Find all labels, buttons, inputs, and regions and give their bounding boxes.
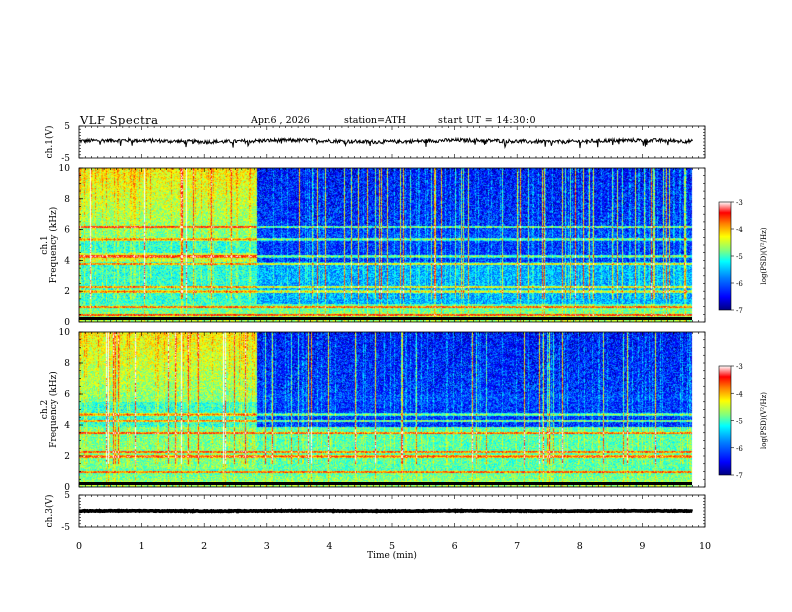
x-tick-label: 1 xyxy=(139,541,145,552)
spectrogram-ch2-zero-band xyxy=(79,482,692,485)
y-tick-label: 2 xyxy=(64,452,70,462)
x-tick-label: 6 xyxy=(452,541,458,552)
x-tick-label: 10 xyxy=(699,541,711,552)
x-tick-label: 7 xyxy=(514,541,520,552)
x-axis-label: Time (min) xyxy=(367,550,417,561)
y-tick-label: 4 xyxy=(64,421,70,431)
y-axis-label: ch.1 xyxy=(40,235,50,254)
waveform-ch1-trace xyxy=(78,136,693,150)
colorbar-tick-label: -5 xyxy=(736,418,743,426)
y-tick-label: 10 xyxy=(59,164,71,174)
spectrogram-ch2-colorbar xyxy=(718,365,732,476)
x-tick-label: 0 xyxy=(76,541,82,552)
colorbar-tick-label: -7 xyxy=(736,472,743,480)
y-tick-label: 0 xyxy=(64,483,70,493)
y-tick-label: 2 xyxy=(64,287,70,297)
y-axis-label: Frequency (kHz) xyxy=(48,207,59,284)
y-tick-label: 5 xyxy=(64,122,70,132)
colorbar-label: log(PSD)(V²/Hz) xyxy=(760,392,768,449)
y-tick-label: -5 xyxy=(61,523,70,533)
spectrogram-ch1-image xyxy=(79,168,705,322)
y-tick-label: 8 xyxy=(64,359,70,369)
y-tick-label: 0 xyxy=(64,318,70,328)
colorbar-tick-label: -5 xyxy=(736,253,743,261)
x-tick-label: 3 xyxy=(264,541,270,552)
x-tick-label: 4 xyxy=(326,541,332,552)
colorbar-tick-label: -7 xyxy=(736,307,743,315)
station-label: station=ATH xyxy=(344,115,406,126)
colorbar-tick-label: -4 xyxy=(736,390,743,398)
y-tick-label: -5 xyxy=(61,154,70,164)
y-axis-label: ch.1(V) xyxy=(44,126,55,159)
y-axis-label: ch.2 xyxy=(40,400,50,419)
start-ut-label: start UT = 14:30:0 xyxy=(438,115,536,126)
colorbar-tick-label: -6 xyxy=(736,445,743,453)
y-tick-label: 8 xyxy=(64,195,70,205)
y-tick-label: 6 xyxy=(64,226,70,236)
colorbar-label: log(PSD)(V²/Hz) xyxy=(760,227,768,284)
date-label: Apr.6 , 2026 xyxy=(251,115,310,126)
waveform-ch3-trace xyxy=(78,508,693,514)
y-tick-label: 10 xyxy=(59,328,71,338)
x-tick-label: 9 xyxy=(639,541,645,552)
x-tick-label: 5 xyxy=(389,541,395,552)
plot-title: VLF Spectra xyxy=(80,113,159,127)
spectrogram-ch1-zero-band xyxy=(79,317,692,320)
y-tick-label: 6 xyxy=(64,390,70,400)
y-axis-label: Frequency (kHz) xyxy=(48,371,59,448)
colorbar-tick-label: -6 xyxy=(736,280,743,288)
colorbar-tick-label: -4 xyxy=(736,226,743,234)
colorbar-tick-label: -3 xyxy=(736,363,743,371)
y-tick-label: 4 xyxy=(64,256,70,266)
spectrogram-ch1-colorbar xyxy=(718,201,732,311)
colorbar-tick-label: -3 xyxy=(736,199,743,207)
spectrogram-ch2-image xyxy=(79,332,705,487)
x-tick-label: 8 xyxy=(577,541,583,552)
x-tick-label: 2 xyxy=(201,541,207,552)
y-tick-label: 5 xyxy=(64,491,70,501)
y-axis-label: ch.3(V) xyxy=(44,495,55,528)
